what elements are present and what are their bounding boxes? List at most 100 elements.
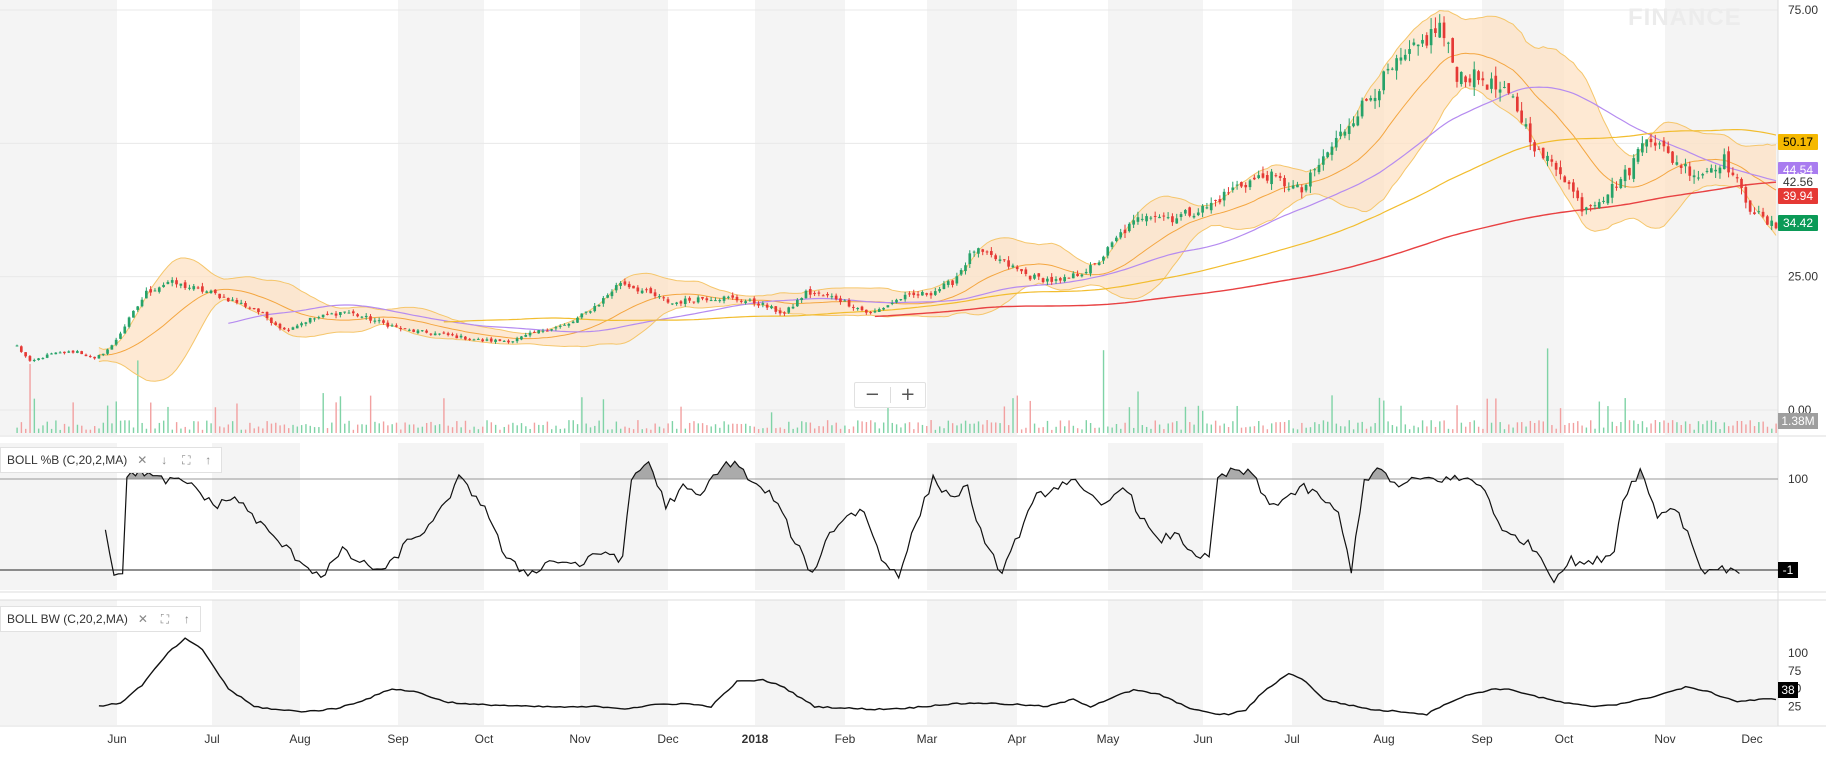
candle-body (1395, 58, 1398, 71)
maximize-icon[interactable]: ⛶ (160, 611, 170, 626)
candle (1084, 268, 1088, 275)
volume-bar (1020, 429, 1023, 433)
volume-bar (1723, 422, 1726, 433)
candle (222, 294, 226, 298)
volume-bar (1193, 424, 1195, 433)
month-band (1108, 600, 1203, 725)
candle (1352, 116, 1355, 128)
candle (1386, 63, 1390, 75)
candle-body (1757, 211, 1761, 213)
candle (1684, 158, 1687, 174)
candle-body (1589, 205, 1592, 207)
volume-bar (1055, 426, 1057, 433)
volume-bar (50, 428, 53, 433)
volume-bar (210, 423, 212, 433)
volume-bar (788, 421, 790, 433)
volume-bar (1133, 427, 1135, 433)
volume-bar (1383, 400, 1385, 433)
candle-body (162, 284, 165, 288)
volume-bar (986, 420, 988, 433)
volume-bar (1314, 422, 1316, 433)
volume-bar (1236, 405, 1238, 433)
arrow-down-icon[interactable]: ↓ (161, 453, 168, 467)
boll-pctb-legend: BOLL %B (C,20,2,MA) ✕ ↓ ⛶ ↑ (0, 447, 223, 473)
arrow-up-icon[interactable]: ↑ (183, 612, 190, 626)
candle (507, 339, 510, 344)
volume-bar (1120, 428, 1122, 433)
volume-bar (1288, 420, 1290, 433)
close-icon[interactable]: ✕ (137, 453, 148, 467)
candle (32, 358, 36, 363)
volume-bar (1275, 422, 1277, 433)
candle-body (239, 302, 243, 304)
candle (709, 297, 713, 302)
boll-pctb-panel[interactable] (0, 460, 1778, 584)
volume-bar (1676, 422, 1678, 433)
candle-body (1421, 39, 1424, 44)
volume-bar (288, 428, 290, 433)
candle-body (916, 294, 920, 296)
candle-body (1317, 164, 1321, 173)
candle (1002, 259, 1006, 263)
candle-body (1766, 216, 1769, 225)
candle-body (84, 354, 88, 357)
candle (895, 298, 898, 304)
candle (1425, 32, 1429, 49)
candle (882, 307, 885, 311)
zoom-out-button[interactable]: − (864, 384, 880, 405)
candle (1628, 167, 1631, 180)
volume-bar (326, 428, 329, 433)
candle (351, 309, 355, 317)
candle (369, 314, 372, 324)
candle (1093, 262, 1097, 266)
volume-bar (206, 420, 208, 433)
candle (524, 332, 528, 338)
candle (209, 289, 213, 294)
candle-body (774, 306, 778, 312)
candle (1697, 170, 1700, 181)
volume-bar (318, 427, 320, 433)
candle (1291, 180, 1295, 190)
candle-body (278, 323, 282, 329)
candle-body (502, 340, 506, 342)
candle-body (968, 253, 972, 264)
candle-body (1153, 215, 1157, 217)
volume-bar (29, 363, 31, 433)
candle-body (765, 304, 769, 308)
volume-bar (1443, 420, 1445, 433)
candle (446, 331, 450, 337)
candle-body (1753, 212, 1756, 215)
candle (412, 328, 415, 333)
candle-body (1494, 75, 1498, 90)
volume-bar (1180, 429, 1182, 433)
volume-bar (1654, 420, 1657, 433)
volume-bar (1266, 429, 1269, 433)
candle-body (442, 332, 446, 334)
candlesticks[interactable] (15, 14, 1778, 363)
candle (1447, 41, 1450, 54)
volume-bar (960, 423, 962, 433)
candle (1347, 118, 1351, 141)
volume-bar (576, 424, 579, 433)
candle (765, 302, 769, 311)
candle-body (1520, 110, 1523, 123)
candle (1171, 213, 1174, 226)
candle-body (722, 296, 726, 301)
candle (1507, 83, 1511, 95)
candle (442, 331, 446, 335)
candle-body (308, 317, 312, 323)
arrow-up-icon[interactable]: ↑ (205, 453, 212, 467)
volume-bar (667, 423, 669, 433)
zoom-in-button[interactable]: + (900, 384, 916, 405)
volume-bar (792, 428, 794, 433)
candle (890, 299, 894, 306)
candle (274, 321, 278, 326)
boll-bw-panel[interactable] (98, 637, 1777, 716)
candle-body (576, 317, 579, 323)
close-icon[interactable]: ✕ (137, 612, 148, 626)
candle-body (300, 323, 303, 326)
candle-body (1365, 98, 1368, 101)
maximize-icon[interactable]: ⛶ (182, 452, 191, 467)
candle (1416, 44, 1420, 56)
